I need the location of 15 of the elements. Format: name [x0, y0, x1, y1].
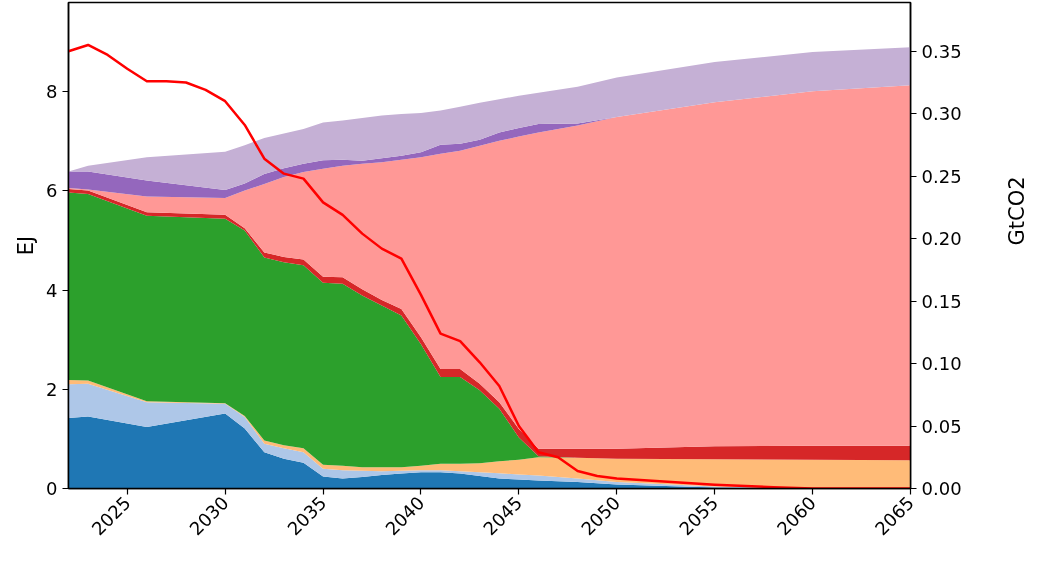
- y-tick-label: 4: [46, 279, 58, 301]
- y2-tick-label: 0.30: [921, 103, 962, 125]
- y-axis-title: EJ: [14, 235, 39, 256]
- y2-tick-label: 0.20: [921, 228, 962, 250]
- y-tick-label: 2: [46, 378, 58, 400]
- y2-tick-label: 0.35: [921, 40, 962, 62]
- y-tick-label: 6: [46, 180, 58, 202]
- y2-axis-title: GtCO2: [1004, 176, 1029, 246]
- y2-tick-label: 0.05: [921, 415, 962, 437]
- y2-tick-label: 0.00: [921, 478, 962, 499]
- y2-tick-label: 0.10: [921, 353, 962, 375]
- y2-tick-label: 0.25: [921, 165, 962, 187]
- y-tick-label: 8: [46, 81, 58, 103]
- y2-tick-label: 0.15: [921, 290, 962, 312]
- y-tick-label: 0: [46, 478, 58, 499]
